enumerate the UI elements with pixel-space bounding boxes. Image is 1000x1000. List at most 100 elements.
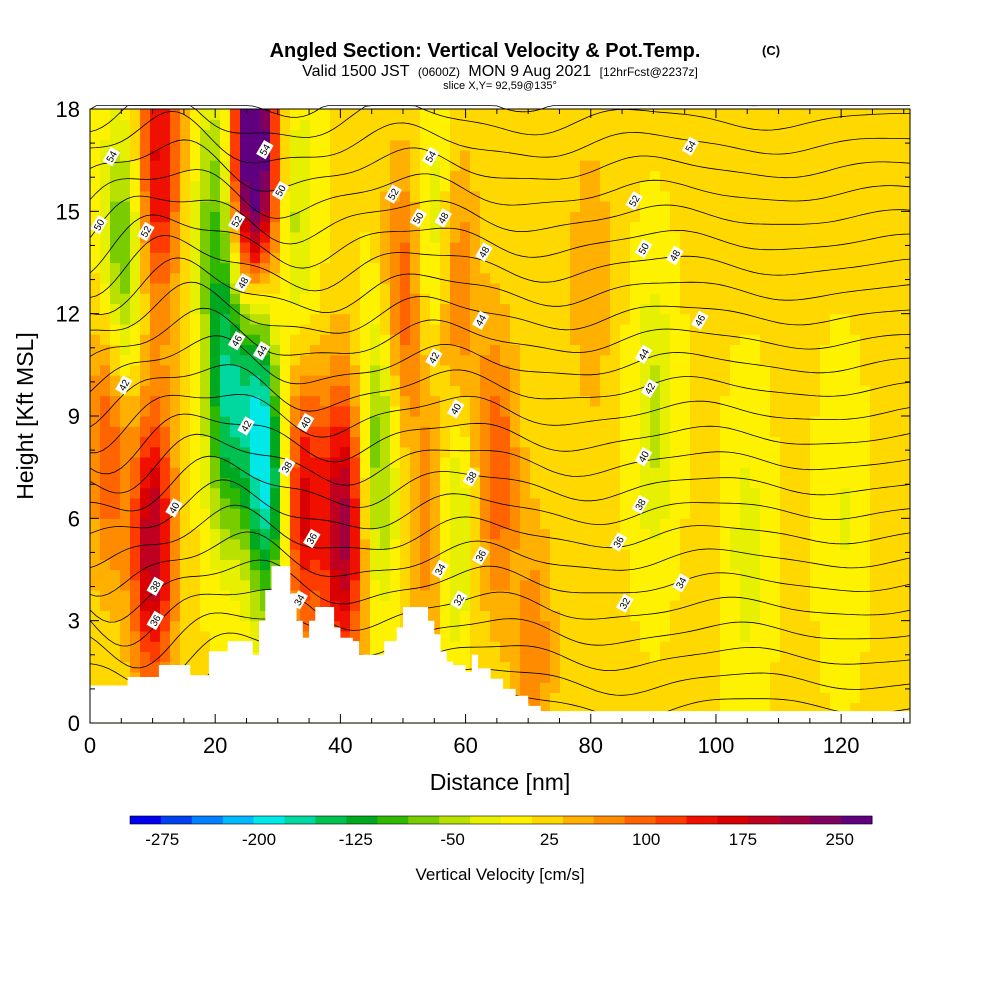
- heatmap-cell: [230, 630, 241, 642]
- heatmap-cell: [200, 129, 211, 141]
- heatmap-cell: [290, 364, 301, 376]
- heatmap-cell: [350, 272, 361, 284]
- heatmap-cell: [830, 477, 841, 489]
- heatmap-cell: [890, 692, 901, 704]
- heatmap-cell: [130, 477, 141, 489]
- heatmap-cell: [480, 303, 491, 315]
- heatmap-cell: [270, 405, 281, 417]
- heatmap-cell: [730, 180, 741, 192]
- heatmap-cell: [700, 395, 711, 407]
- heatmap-cell: [130, 252, 141, 264]
- heatmap-cell: [590, 549, 601, 560]
- heatmap-cell: [610, 682, 621, 693]
- heatmap-cell: [600, 211, 611, 223]
- heatmap-cell: [110, 446, 121, 458]
- heatmap-cell: [120, 201, 131, 212]
- heatmap-cell: [510, 129, 521, 141]
- heatmap-cell: [430, 456, 441, 468]
- heatmap-cell: [220, 323, 231, 335]
- heatmap-cell: [790, 119, 801, 131]
- heatmap-cell: [500, 416, 511, 427]
- heatmap-cell: [670, 354, 681, 366]
- heatmap-cell: [610, 487, 621, 499]
- heatmap-cell: [740, 375, 751, 386]
- heatmap-cell: [670, 600, 681, 612]
- heatmap-cell: [600, 190, 611, 202]
- heatmap-cell: [350, 211, 361, 223]
- heatmap-cell: [550, 293, 561, 305]
- heatmap-cell: [830, 549, 841, 560]
- heatmap-cell: [750, 262, 761, 274]
- heatmap-cell: [710, 661, 721, 673]
- heatmap-cell: [470, 293, 481, 305]
- heatmap-cell: [490, 456, 501, 468]
- heatmap-cell: [320, 538, 331, 550]
- heatmap-cell: [180, 262, 191, 274]
- heatmap-cell: [90, 641, 101, 652]
- heatmap-cell: [640, 477, 651, 489]
- heatmap-cell: [880, 119, 891, 131]
- heatmap-cell: [650, 692, 661, 704]
- heatmap-cell: [420, 446, 431, 458]
- heatmap-cell: [610, 262, 621, 274]
- heatmap-cell: [860, 682, 871, 693]
- heatmap-cell: [880, 692, 891, 704]
- heatmap-cell: [630, 221, 641, 233]
- heatmap-cell: [890, 671, 901, 683]
- heatmap-cell: [900, 313, 911, 325]
- heatmap-cell: [200, 170, 211, 182]
- heatmap-cell: [160, 538, 171, 550]
- heatmap-cell: [600, 528, 611, 540]
- heatmap-cell: [640, 518, 651, 530]
- heatmap-cell: [850, 416, 861, 427]
- heatmap-cell: [470, 395, 481, 407]
- heatmap-cell: [670, 671, 681, 683]
- heatmap-cell: [840, 313, 851, 325]
- heatmap-cell: [300, 303, 311, 315]
- heatmap-cell: [420, 272, 431, 284]
- heatmap-cell: [190, 129, 201, 141]
- heatmap-cell: [150, 569, 161, 581]
- heatmap-cell: [650, 508, 661, 519]
- heatmap-cell: [250, 620, 261, 632]
- heatmap-cell: [720, 589, 731, 601]
- heatmap-cell: [830, 487, 841, 499]
- heatmap-cell: [810, 313, 821, 325]
- heatmap-cell: [740, 211, 751, 223]
- heatmap-cell: [130, 323, 141, 335]
- heatmap-cell: [470, 109, 481, 120]
- heatmap-cell: [140, 364, 151, 376]
- heatmap-cell: [740, 201, 751, 212]
- heatmap-cell: [560, 344, 571, 356]
- heatmap-cell: [690, 129, 701, 141]
- heatmap-cell: [360, 344, 371, 356]
- heatmap-cell: [470, 569, 481, 581]
- heatmap-cell: [370, 385, 381, 397]
- heatmap-cell: [590, 467, 601, 478]
- heatmap-cell: [670, 139, 681, 151]
- heatmap-cell: [90, 109, 101, 120]
- contour-label: 50: [90, 215, 108, 235]
- heatmap-cell: [220, 242, 231, 253]
- heatmap-cell: [410, 170, 421, 182]
- heatmap-cell: [860, 589, 871, 601]
- heatmap-cell: [400, 211, 411, 223]
- heatmap-cell: [610, 446, 621, 458]
- heatmap-cell: [520, 190, 531, 202]
- heatmap-cell: [600, 630, 611, 642]
- heatmap-cell: [500, 375, 511, 386]
- heatmap-cell: [90, 487, 101, 499]
- heatmap-cell: [400, 395, 411, 407]
- heatmap-cell: [240, 620, 251, 632]
- heatmap-cell: [170, 303, 181, 315]
- heatmap-cell: [190, 231, 201, 243]
- heatmap-cell: [520, 569, 531, 581]
- heatmap-cell: [520, 559, 531, 571]
- heatmap-cell: [690, 569, 701, 581]
- heatmap-cell: [870, 682, 881, 693]
- heatmap-cell: [220, 538, 231, 550]
- heatmap-cell: [690, 549, 701, 560]
- heatmap-cell: [350, 395, 361, 407]
- heatmap-cell: [790, 354, 801, 366]
- heatmap-cell: [660, 600, 671, 612]
